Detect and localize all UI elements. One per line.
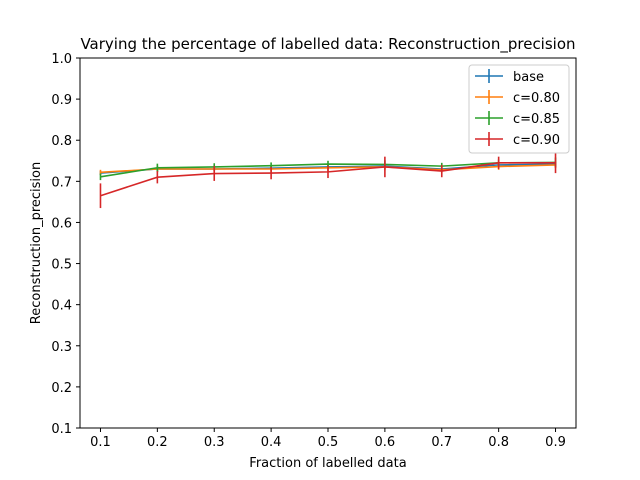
x-tick-label: 0.9 [545,435,566,450]
legend-label: c=0.85 [513,112,560,127]
legend-label: c=0.90 [513,133,560,148]
x-tick-label: 0.7 [431,435,452,450]
y-tick-label: 0.6 [51,216,72,231]
x-tick-label: 0.2 [147,435,168,450]
legend-item: c=0.90 [475,132,560,148]
x-tick-label: 0.5 [318,435,339,450]
y-tick-label: 0.9 [51,93,72,108]
y-tick-label: 1.0 [51,52,72,67]
y-tick-label: 0.1 [51,422,72,437]
x-tick-label: 0.1 [90,435,111,450]
x-tick-label: 0.6 [375,435,396,450]
y-tick-label: 0.7 [51,175,72,190]
y-tick-label: 0.2 [51,381,72,396]
legend: base c=0.80 c=0.85 c=0.90 [468,64,570,154]
legend-item: c=0.80 [475,90,560,106]
y-tick-label: 0.3 [51,340,72,355]
y-tick-label: 0.4 [51,299,72,314]
legend-box [468,64,570,154]
legend-label: base [513,70,544,85]
legend-item: base [475,69,544,85]
series-layer [99,152,557,209]
legend-item: c=0.85 [475,111,560,127]
series-4 [99,152,557,209]
chart-title: Varying the percentage of labelled data:… [80,35,575,54]
x-tick-label: 0.4 [261,435,282,450]
axes: 0.1 0.2 0.3 0.4 0.5 0.6 0.7 0.8 0.9 0.1 0.2 0.3 0.4 0… [51,52,566,450]
x-axis-label: Fraction of labelled data [249,456,406,471]
y-axis-label: Reconstruction_precision [29,162,44,324]
y-tick-label: 0.8 [51,134,72,149]
x-tick-label: 0.3 [204,435,225,450]
plot-frame [79,57,577,429]
y-tick-label: 0.5 [51,258,72,273]
legend-label: c=0.80 [513,91,560,106]
x-tick-label: 0.8 [488,435,509,450]
